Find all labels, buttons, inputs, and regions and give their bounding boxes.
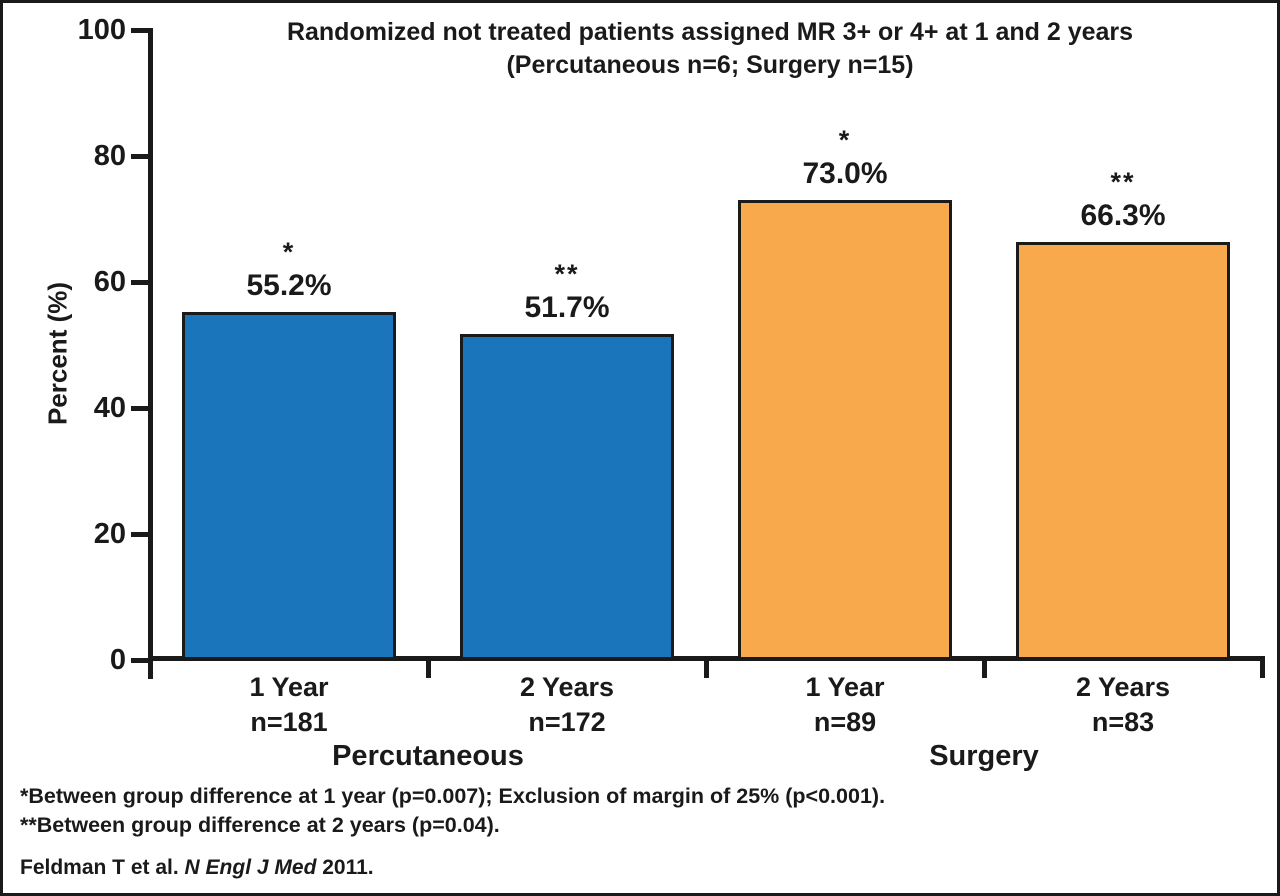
- footnote-1: *Between group difference at 1 year (p=0…: [20, 784, 886, 808]
- chart-title-block: Randomized not treated patients assigned…: [150, 16, 1270, 82]
- significance-marker: *: [838, 125, 852, 156]
- group-label-surgery: Surgery: [929, 740, 1039, 772]
- y-axis-tick: [131, 280, 150, 285]
- y-axis-tick: [131, 532, 150, 537]
- group-label-percutaneous: Percutaneous: [332, 740, 524, 772]
- category-label: 1 Year: [805, 672, 885, 702]
- category-label-block: 1 Year n=181: [169, 670, 409, 740]
- significance-marker: *: [282, 237, 296, 268]
- bar-value-label: 55.2%: [246, 269, 332, 303]
- citation-suffix: 2011.: [316, 856, 374, 879]
- x-axis-tick: [982, 659, 987, 678]
- bar-value-block: ** 66.3%: [1013, 166, 1233, 234]
- x-axis-tick: [1260, 659, 1265, 678]
- category-label: 1 Year: [249, 672, 329, 702]
- bar-value-label: 51.7%: [524, 291, 610, 325]
- x-axis-line: [148, 656, 1265, 661]
- y-axis-tick: [131, 28, 150, 33]
- y-tick-label: 0: [109, 644, 126, 676]
- y-axis-tick: [131, 406, 150, 411]
- y-tick-label: 20: [93, 518, 126, 550]
- chart-title: Randomized not treated patients assigned…: [286, 18, 1134, 46]
- category-n-label: n=83: [1091, 707, 1155, 737]
- category-n-label: n=172: [528, 707, 606, 737]
- bar-surgery-2-years: [1016, 242, 1230, 660]
- bar-value-label: 73.0%: [802, 157, 888, 191]
- chart-subtitle: (Percutaneous n=6; Surgery n=15): [506, 51, 914, 79]
- bar-value-block: * 73.0%: [735, 124, 955, 192]
- citation: Feldman T et al. N Engl J Med 2011.: [20, 856, 374, 880]
- x-axis-tick: [148, 659, 153, 678]
- bar-value-label: 66.3%: [1080, 199, 1166, 233]
- category-label-block: 1 Year n=89: [725, 670, 965, 740]
- y-tick-label: 80: [93, 140, 126, 172]
- citation-journal: N Engl J Med: [184, 856, 317, 879]
- y-axis-line: [148, 28, 153, 679]
- significance-marker: **: [1110, 167, 1136, 198]
- category-label-block: 2 Years n=83: [1003, 670, 1243, 740]
- y-tick-label: 40: [93, 392, 126, 424]
- bar-surgery-1-year: [738, 200, 952, 660]
- y-axis-tick: [131, 658, 150, 663]
- footnotes: *Between group difference at 1 year (p=0…: [20, 782, 1270, 840]
- significance-marker: **: [554, 259, 580, 290]
- x-axis-tick: [704, 659, 709, 678]
- y-axis-tick: [131, 154, 150, 159]
- bar-value-block: ** 51.7%: [457, 258, 677, 326]
- category-label: 2 Years: [1075, 672, 1171, 702]
- category-label-block: 2 Years n=172: [447, 670, 687, 740]
- citation-prefix: Feldman T et al.: [20, 856, 185, 879]
- category-n-label: n=89: [813, 707, 877, 737]
- category-n-label: n=181: [250, 707, 328, 737]
- footnote-2: **Between group difference at 2 years (p…: [20, 813, 500, 837]
- bar-percutaneous-1-year: [182, 312, 396, 660]
- bar-value-block: * 55.2%: [179, 236, 399, 304]
- y-tick-label: 100: [77, 14, 126, 46]
- bar-percutaneous-2-years: [460, 334, 674, 660]
- y-tick-label: 60: [93, 266, 126, 298]
- category-label: 2 Years: [519, 672, 615, 702]
- x-axis-tick: [426, 659, 431, 678]
